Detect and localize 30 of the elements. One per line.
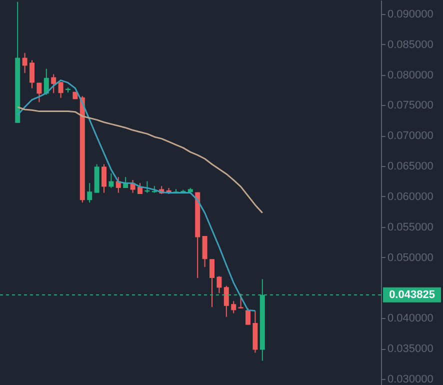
candlestick [224, 285, 229, 318]
candlestick [210, 258, 214, 308]
candlestick [246, 308, 250, 326]
y-tick-label: 0.050000 [388, 252, 434, 264]
candlestick [102, 164, 106, 194]
candlestick [44, 68, 49, 96]
line-series [16, 106, 264, 214]
candlestick [22, 52, 28, 74]
y-tick-label: 0.065000 [388, 160, 434, 173]
candlestick [108, 172, 114, 188]
y-tick-label: 0.040000 [388, 312, 434, 325]
y-tick-label: 0.075000 [388, 100, 434, 112]
candlestick [87, 182, 92, 204]
candlestick [238, 293, 244, 309]
y-tick-label: 0.085000 [388, 38, 434, 51]
y-tick-label: 0.090000 [388, 8, 434, 20]
candlestick [58, 82, 64, 98]
candlestick [202, 235, 208, 268]
y-tick-label: 0.030000 [388, 373, 434, 385]
candlestick [36, 82, 42, 103]
y-tick-label: 0.070000 [388, 130, 434, 142]
candlestick [51, 74, 56, 94]
y-tick-label: 0.035000 [388, 343, 434, 356]
y-tick-label: 0.060000 [388, 190, 434, 203]
candlestick [30, 60, 34, 89]
y-tick-label: 0.080000 [388, 69, 434, 82]
y-tick-label: 0.055000 [388, 221, 434, 234]
candlestick [216, 276, 222, 294]
ref-line-label: 0.043825 [389, 288, 435, 301]
candlestick [231, 300, 236, 314]
